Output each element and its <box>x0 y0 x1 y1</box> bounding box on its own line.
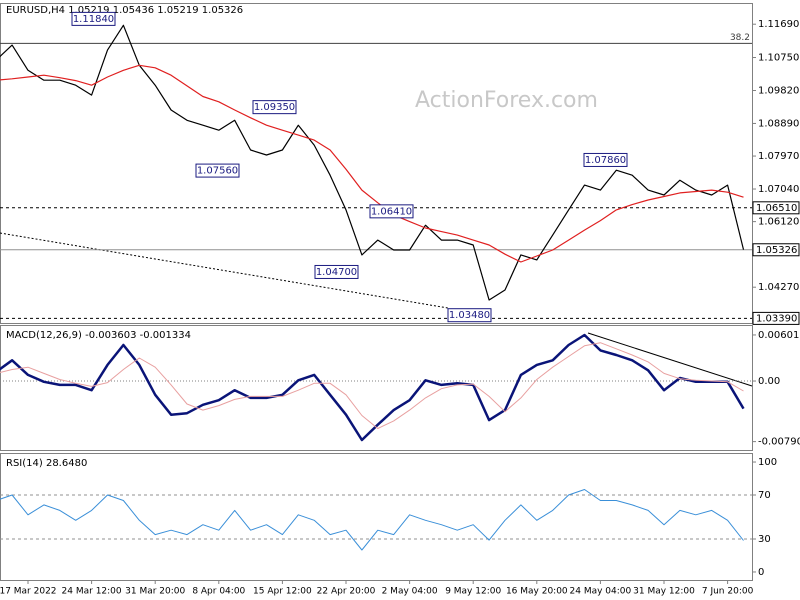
y-tick-label: 1.07040 <box>758 184 799 195</box>
y-tick-label: 1.09820 <box>758 85 799 96</box>
level-label-box <box>752 243 800 257</box>
price-panel <box>0 3 753 324</box>
y-tick-label: 0.00 <box>758 376 780 387</box>
annotation-label: 1.04700 <box>316 267 357 278</box>
level-label-box <box>752 201 800 215</box>
panel-plot <box>0 489 752 551</box>
y-tick-label: 0 <box>758 567 764 578</box>
level-label-box <box>752 311 800 325</box>
annotation-label: 1.03480 <box>449 310 490 321</box>
x-tick-label: 31 May 12:00 <box>633 587 695 597</box>
x-tick-label: 9 May 12:00 <box>445 587 501 597</box>
x-tick-label: 31 Mar 20:00 <box>125 587 185 597</box>
level-label: 1.03390 <box>756 313 797 324</box>
annotation-label: 1.07560 <box>197 166 238 177</box>
level-label: 1.05326 <box>756 245 797 256</box>
x-tick-label: 8 Apr 04:00 <box>192 587 245 597</box>
y-tick-label: 1.07970 <box>758 151 799 162</box>
series-line <box>0 24 745 301</box>
y-tick-label: 70 <box>758 490 771 501</box>
rsi-title: RSI(14) 28.6480 <box>6 458 87 469</box>
annotation-box <box>252 100 297 115</box>
macd-panel <box>0 325 753 451</box>
y-tick-label: -0.007907 <box>758 437 800 448</box>
fib-label: 38.2 <box>730 33 750 43</box>
x-tick-label: 15 Apr 12:00 <box>253 587 312 597</box>
annotation-label: 1.06410 <box>371 206 412 217</box>
series-line <box>0 64 744 263</box>
panel-plot <box>0 333 752 442</box>
x-tick-label: 2 May 04:00 <box>382 587 438 597</box>
x-tick-label: 24 Mar 12:00 <box>62 587 122 597</box>
annotation-box <box>195 163 240 178</box>
price-title: EURUSD,H4 1.05219 1.05436 1.05219 1.0532… <box>6 5 243 16</box>
series-line <box>0 342 744 429</box>
annotation-box <box>583 152 628 167</box>
annotation-box <box>369 204 414 219</box>
x-tick-label: 17 Mar 2022 <box>0 587 57 597</box>
x-tick-label: 22 Apr 20:00 <box>317 587 376 597</box>
rsi-panel <box>0 453 753 581</box>
y-tick-label: 30 <box>758 534 771 545</box>
x-tick-label: 7 Jun 20:00 <box>702 587 754 597</box>
series-line <box>0 333 745 442</box>
annotation-box <box>71 11 116 26</box>
y-tick-label: 1.08890 <box>758 118 799 129</box>
macd-trendline <box>587 332 753 387</box>
series-line <box>0 489 744 551</box>
watermark: ActionForex.com <box>415 88 598 113</box>
panel-plot <box>0 24 752 319</box>
annotation-label: 1.09350 <box>254 102 295 113</box>
annotation-box <box>314 264 359 279</box>
annotation-label: 1.11840 <box>73 14 114 25</box>
y-tick-label: 0.006012 <box>758 330 800 341</box>
y-tick-label: 100 <box>758 457 777 468</box>
annotation-box <box>447 308 492 323</box>
level-label: 1.06510 <box>756 203 797 214</box>
macd-title: MACD(12,26,9) -0.003603 -0.001334 <box>6 330 191 341</box>
y-tick-label: 1.06120 <box>758 217 799 228</box>
y-tick-label: 1.10750 <box>758 53 799 64</box>
annotation-label: 1.07860 <box>585 155 626 166</box>
x-tick-label: 16 May 20:00 <box>506 587 568 597</box>
y-tick-label: 1.11690 <box>758 19 799 30</box>
x-tick-label: 24 May 04:00 <box>570 587 632 597</box>
y-tick-label: 1.04270 <box>758 282 799 293</box>
